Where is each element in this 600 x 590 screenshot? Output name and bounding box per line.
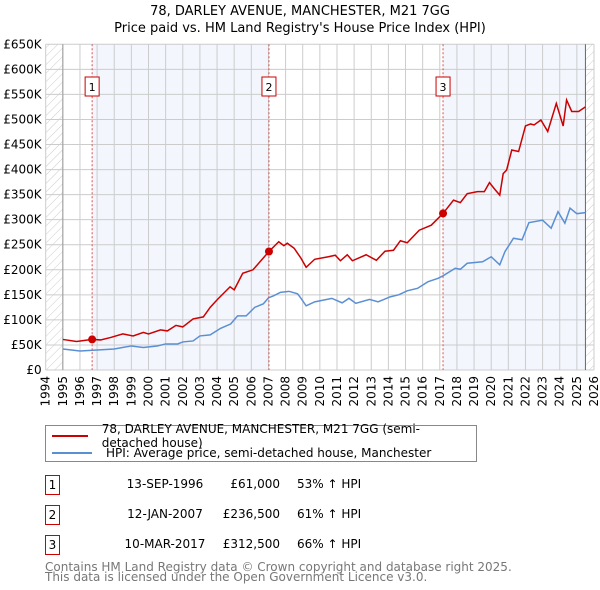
y-tick-label: £500K <box>3 112 43 126</box>
hatched-range <box>585 44 594 371</box>
sale-point <box>88 335 97 344</box>
y-tick-label: £100K <box>3 313 43 327</box>
sale-row: 3 10-MAR-2017 £312,500 66% ↑ HPI <box>45 535 445 555</box>
price-chart: 78, DARLEY AVENUE, MANCHESTER, M21 7GG P… <box>3 4 600 407</box>
x-tick-label: 2009 <box>296 376 310 407</box>
sale-label-box <box>261 76 277 97</box>
sale-date: 12-JAN-2007 <box>127 507 203 521</box>
legend: 78, DARLEY AVENUE, MANCHESTER, M21 7GG (… <box>45 422 477 462</box>
y-tick-label: £550K <box>3 87 43 101</box>
x-tick-label: 2023 <box>536 376 550 407</box>
sale-label-box <box>84 76 100 97</box>
x-tick-label: 1999 <box>124 376 138 407</box>
sale-row: 1 13-SEP-1996 £61,000 53% ↑ HPI <box>45 475 445 495</box>
sale-number: 2 <box>45 505 60 525</box>
sale-price: £61,000 <box>230 477 280 491</box>
y-tick-label: £250K <box>3 238 43 252</box>
sale-hpi: 66% ↑ HPI <box>297 537 362 551</box>
x-tick-label: 2016 <box>416 376 430 407</box>
x-tick-label: 2024 <box>553 376 567 407</box>
x-tick-label: 2008 <box>279 376 293 407</box>
y-tick-label: £0 <box>26 363 41 377</box>
x-tick-label: 1997 <box>90 376 104 407</box>
x-tick-label: 1995 <box>56 376 70 407</box>
sale-label: 2 <box>265 81 272 94</box>
property-price-line <box>62 97 586 343</box>
x-tick-label: 2015 <box>399 376 413 407</box>
footer-licence: This data is licensed under the Open Gov… <box>45 570 428 584</box>
x-tick-label: 2003 <box>193 376 207 407</box>
x-tick-label: 2001 <box>159 376 173 407</box>
x-tick-label: 2005 <box>227 376 241 407</box>
chart-title: 78, DARLEY AVENUE, MANCHESTER, M21 7GG <box>150 4 450 19</box>
sale-date: 13-SEP-1996 <box>126 477 204 491</box>
sale-point <box>264 247 273 256</box>
sale-row: 2 12-JAN-2007 £236,500 61% ↑ HPI <box>45 505 445 525</box>
footer-copyright: Contains HM Land Registry data © Crown c… <box>45 560 512 574</box>
x-tick-label: 2019 <box>467 376 481 407</box>
sale-number: 1 <box>45 475 60 495</box>
x-tick-label: 2026 <box>587 376 600 407</box>
x-tick-label: 2013 <box>364 376 378 407</box>
sale-number: 3 <box>45 535 60 555</box>
y-tick-label: £200K <box>3 263 43 277</box>
x-tick-label: 2021 <box>501 376 515 407</box>
x-tick-label: 2004 <box>210 376 224 407</box>
legend-swatch-blue <box>52 452 92 454</box>
x-tick-label: 2000 <box>142 376 156 407</box>
x-tick-label: 1996 <box>73 376 87 407</box>
x-tick-label: 2006 <box>244 376 258 407</box>
x-tick-label: 1998 <box>107 376 121 407</box>
x-tick-label: 2014 <box>381 376 395 407</box>
x-tick-label: 1994 <box>39 376 53 407</box>
x-tick-label: 2022 <box>518 376 532 407</box>
sale-price: £236,500 <box>222 507 280 521</box>
y-tick-label: £600K <box>3 62 43 76</box>
legend-label: 78, DARLEY AVENUE, MANCHESTER, M21 7GG (… <box>101 422 420 450</box>
x-tick-label: 2011 <box>330 376 344 407</box>
x-tick-label: 2012 <box>347 376 361 407</box>
x-tick-label: 2018 <box>450 376 464 407</box>
sale-label-box <box>435 76 451 97</box>
sale-point <box>439 209 448 218</box>
chart-subtitle: Price paid vs. HM Land Registry's House … <box>114 21 486 36</box>
x-tick-label: 2002 <box>176 376 190 407</box>
legend-item-property: 78, DARLEY AVENUE, MANCHESTER, M21 7GG (… <box>46 422 476 450</box>
shaded-range <box>443 44 586 371</box>
y-tick-label: £650K <box>3 37 43 51</box>
y-tick-label: £150K <box>3 288 43 302</box>
hpi-line <box>62 206 586 352</box>
y-tick-label: £400K <box>3 163 43 177</box>
y-tick-label: £350K <box>3 188 43 202</box>
hatched-range <box>45 44 63 371</box>
sale-hpi: 61% ↑ HPI <box>297 507 362 521</box>
sale-price: £312,500 <box>222 537 280 551</box>
y-tick-label: £50K <box>11 338 43 352</box>
sale-label: 1 <box>89 81 96 94</box>
sale-hpi: 53% ↑ HPI <box>297 477 362 491</box>
x-tick-label: 2020 <box>484 376 498 407</box>
x-tick-label: 2007 <box>261 376 275 407</box>
x-tick-label: 2010 <box>313 376 327 407</box>
y-tick-label: £300K <box>3 213 43 227</box>
sale-date: 10-MAR-2017 <box>124 537 206 551</box>
sale-label: 3 <box>440 81 447 94</box>
shaded-range <box>92 44 269 371</box>
legend-label: HPI: Average price, semi-detached house,… <box>106 446 432 460</box>
y-tick-label: £450K <box>3 138 43 152</box>
x-tick-label: 2017 <box>433 376 447 407</box>
legend-swatch-red <box>52 435 88 437</box>
legend-item-hpi: HPI: Average price, semi-detached house,… <box>46 445 431 461</box>
x-tick-label: 2025 <box>570 376 584 407</box>
